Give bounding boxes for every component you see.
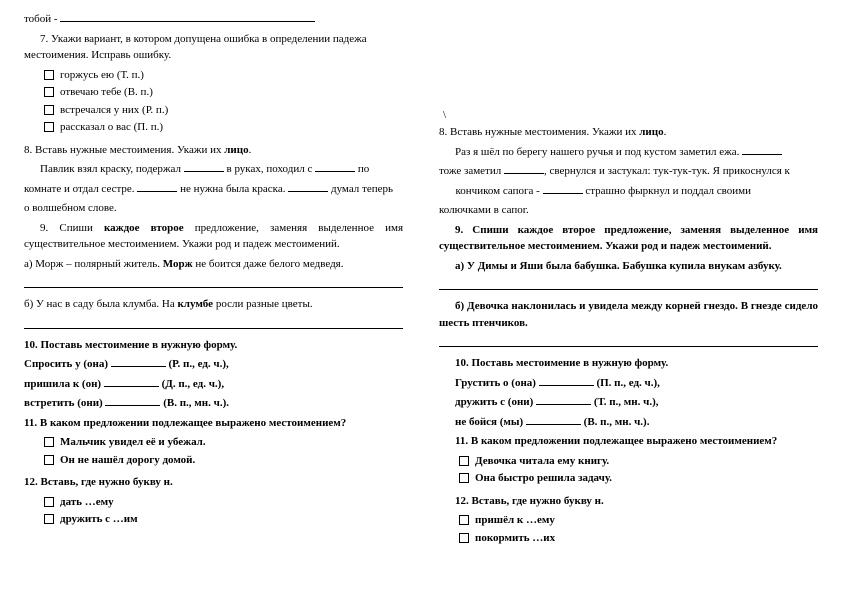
q12r-opt[interactable]: пришёл к …ему	[459, 512, 818, 529]
q8-head: 8. Вставь нужные местоимения. Укажи их л…	[24, 142, 403, 159]
q10-l2: пришила к (он) (Д. п., ед. ч.),	[24, 376, 403, 393]
q9r-b: б) Девочка наклонилась и увидела между к…	[439, 298, 818, 331]
left-column: тобой - 7. Укажи вариант, в котором допу…	[0, 0, 421, 595]
q10r-head: 10. Поставь местоимение в нужную форму.	[439, 355, 818, 372]
q9r-a: а) У Димы и Яши была бабушка. Бабушка ку…	[439, 258, 818, 275]
q12r-options: пришёл к …ему покормить …их	[459, 512, 818, 546]
q8-body: Павлик взял краску, подержал в руках, по…	[24, 161, 403, 178]
q12r-head: 12. Вставь, где нужно букву н.	[439, 493, 818, 510]
answer-line	[24, 276, 403, 288]
q7-opt[interactable]: отвечаю тебе (В. п.)	[44, 84, 403, 101]
q12-options: дать …ему дружить с …им	[44, 494, 403, 528]
q11-opt[interactable]: Мальчик увидел её и убежал.	[44, 434, 403, 451]
q8r-l3: кончиком сапога - страшно фыркнул и подд…	[439, 183, 818, 200]
q8-body3: о волшебном слове.	[24, 200, 403, 217]
q10r-l3: не бойся (мы) (В. п., мн. ч.).	[439, 414, 818, 431]
q10-l1: Спросить у (она) (Р. п., ед. ч.),	[24, 356, 403, 373]
blank-line	[60, 12, 315, 22]
q7-opt[interactable]: рассказал о вас (П. п.)	[44, 119, 403, 136]
q11r-options: Девочка читала ему книгу. Она быстро реш…	[459, 453, 818, 487]
slash-mark: \	[443, 11, 818, 124]
q11r-head: 11. В каком предложении подлежащее выраж…	[439, 433, 818, 450]
q9-b: б) У нас в саду была клумба. На клумбе р…	[24, 296, 403, 313]
q10r-l2: дружить с (они) (Т. п., мн. ч.),	[439, 394, 818, 411]
right-column: \ 8. Вставь нужные местоимения. Укажи их…	[421, 0, 842, 595]
q8r-l2: тоже заметил , свернулся и застукал: тук…	[439, 163, 818, 180]
q11r-opt[interactable]: Она быстро решила задачу.	[459, 470, 818, 487]
q10-head: 10. Поставь местоимение в нужную форму.	[24, 337, 403, 354]
q12r-opt[interactable]: покормить …их	[459, 530, 818, 547]
answer-line	[439, 335, 818, 347]
answer-line	[439, 278, 818, 290]
q8-body2: комнате и отдал сестре. не нужна была кр…	[24, 181, 403, 198]
q10-l3: встретить (они) (В. п., мн. ч.).	[24, 395, 403, 412]
q11r-opt[interactable]: Девочка читала ему книгу.	[459, 453, 818, 470]
q9-text: 9. Спиши каждое второе предложение, заме…	[24, 220, 403, 253]
q8r-l4: колючками в сапог.	[439, 202, 818, 219]
q8r-l1: Раз я шёл по берегу нашего ручья и под к…	[439, 144, 818, 161]
q7-text: 7. Укажи вариант, в котором допущена оши…	[24, 31, 403, 64]
q10r-l1: Грустить о (она) (П. п., ед. ч.),	[439, 375, 818, 392]
q12-opt[interactable]: дружить с …им	[44, 511, 403, 528]
q8r-head: 8. Вставь нужные местоимения. Укажи их л…	[439, 124, 818, 141]
q12-head: 12. Вставь, где нужно букву н.	[24, 474, 403, 491]
q11-options: Мальчик увидел её и убежал. Он не нашёл …	[44, 434, 403, 468]
q7-opt[interactable]: встречался у них (Р. п.)	[44, 102, 403, 119]
q7-opt[interactable]: горжусь ею (Т. п.)	[44, 67, 403, 84]
answer-line	[24, 317, 403, 329]
q9-a: а) Морж – полярный житель. Морж не боитс…	[24, 256, 403, 273]
top-blank-area: \	[439, 11, 818, 121]
q7-options: горжусь ею (Т. п.) отвечаю тебе (В. п.) …	[44, 67, 403, 136]
fragment-line: тобой -	[24, 11, 403, 28]
q11-head: 11. В каком предложении подлежащее выраж…	[24, 415, 403, 432]
q12-opt[interactable]: дать …ему	[44, 494, 403, 511]
q11-opt[interactable]: Он не нашёл дорогу домой.	[44, 452, 403, 469]
q9r-text: 9. Спиши каждое второе предложение, заме…	[439, 222, 818, 255]
fragment-text: тобой -	[24, 13, 58, 25]
